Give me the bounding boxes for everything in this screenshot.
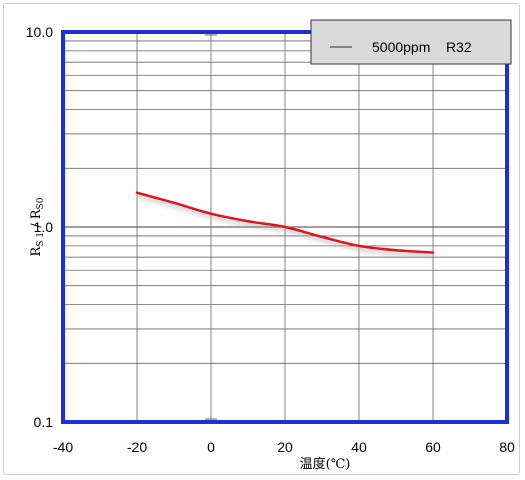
y-label-main: R	[29, 245, 44, 256]
y-axis-label: RS 1 / RS0	[29, 197, 46, 256]
series-layer	[135, 191, 435, 258]
x-axis-label: 温度(℃)	[300, 456, 351, 472]
grid	[63, 32, 507, 422]
tick-labels: -40 -20 0 20 40 60 80 0.1 1.0 10.0	[26, 24, 515, 455]
series-line	[135, 191, 435, 254]
legend-box	[310, 19, 512, 65]
y-label-sep: / R	[29, 208, 44, 232]
y-label-sub1: S 1	[36, 232, 46, 247]
legend-label: 5000ppm R32	[372, 39, 472, 55]
y-label-sub2: S0	[36, 197, 46, 209]
legend: 5000ppm R32	[310, 19, 512, 65]
x-tick-label: 80	[499, 439, 515, 455]
x-tick-label: 0	[207, 439, 215, 455]
y-tick-label: 0.1	[34, 414, 54, 430]
series-line-shadow	[136, 193, 434, 258]
chart-frame	[3, 3, 520, 475]
x-tick-label: 20	[277, 439, 293, 455]
y-tick-label: 10.0	[26, 24, 53, 40]
x-tick-label: 60	[425, 439, 441, 455]
x-tick-label: -20	[127, 439, 147, 455]
plot-border	[61, 30, 509, 424]
x-tick-label: 40	[351, 439, 367, 455]
x-tick-label: -40	[53, 439, 73, 455]
y-tick-label: 1.0	[34, 219, 54, 235]
